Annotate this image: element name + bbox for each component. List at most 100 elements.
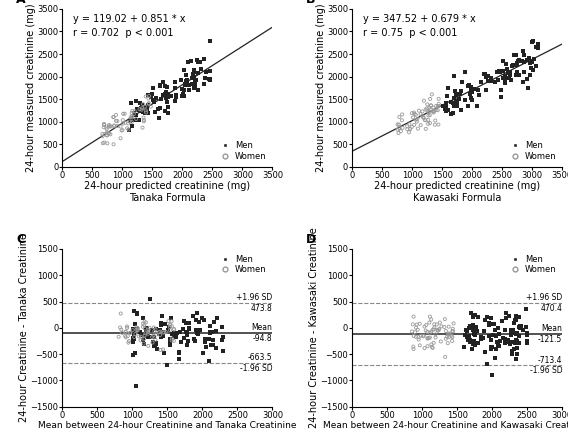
Point [482,86,491,93]
Point [153,346,162,353]
Point [138,314,147,321]
Point [191,326,201,333]
Point [129,333,138,340]
Point [429,326,438,333]
Point [212,314,222,321]
Point [191,77,201,84]
Point [109,141,118,148]
Point [196,66,205,73]
Point [137,105,147,112]
Point [164,91,173,98]
Text: -663.5: -663.5 [248,353,273,362]
Point [157,313,166,320]
Point [405,121,414,128]
Point [450,87,460,94]
Text: A: A [16,0,26,6]
Point [502,61,511,68]
Point [513,57,522,64]
Point [139,340,148,347]
Point [497,87,506,94]
Point [116,135,125,142]
Point [395,124,404,131]
Point [164,110,173,117]
Point [207,329,216,336]
Point [144,95,153,102]
Point [430,320,439,328]
Point [109,114,118,121]
Point [98,139,107,147]
Point [101,130,110,137]
Point [144,100,153,107]
Point [500,76,509,84]
Point [183,80,192,87]
Point [124,126,133,133]
Point [463,337,472,344]
Point [193,70,202,77]
Point [457,88,466,95]
Point [201,335,210,342]
Point [471,312,480,319]
Point [152,325,161,332]
Point [480,70,489,77]
Point [398,124,407,131]
Point [413,115,422,122]
Point [434,327,443,334]
Point [433,103,442,110]
Point [177,76,186,83]
Point [462,327,471,334]
Point [414,336,423,343]
Point [467,88,476,95]
Point [178,90,187,97]
Point [149,96,158,103]
Point [105,122,114,129]
Point [508,62,517,69]
Point [510,316,519,324]
Point [431,334,440,341]
Point [177,93,186,100]
Point [513,59,522,67]
Point [131,330,140,337]
Point [218,337,227,344]
Point [182,332,191,339]
Point [502,66,511,73]
Point [394,130,403,137]
Point [202,68,211,75]
Point [482,73,491,80]
Point [416,122,425,129]
Point [161,83,170,90]
Point [483,78,492,85]
Point [111,111,120,118]
Point [415,320,424,327]
Point [422,105,431,112]
Point [423,101,432,108]
Point [491,345,500,352]
Point [441,328,450,335]
Point [118,329,127,337]
Point [480,70,489,77]
X-axis label: Mean between 24-hour Creatinine and Kawasaki Creatinine: Mean between 24-hour Creatinine and Kawa… [323,422,568,430]
Point [407,123,416,131]
Point [137,105,146,112]
Point [126,329,135,337]
Text: r = 0.702  p < 0.001: r = 0.702 p < 0.001 [73,28,173,38]
Point [179,92,189,99]
Point [147,92,156,99]
Point [486,314,495,321]
Point [167,323,176,330]
Point [465,91,474,98]
Point [161,91,170,98]
Point [442,92,452,99]
Point [491,78,500,85]
Legend: Men, Women: Men, Women [505,253,558,276]
Point [518,48,527,55]
Point [133,326,142,333]
Point [427,341,436,348]
Point [440,316,449,323]
Point [430,324,439,331]
Point [162,84,172,91]
Point [183,330,192,337]
Point [138,124,147,131]
Point [139,101,148,108]
Point [404,129,414,136]
Point [415,342,424,349]
